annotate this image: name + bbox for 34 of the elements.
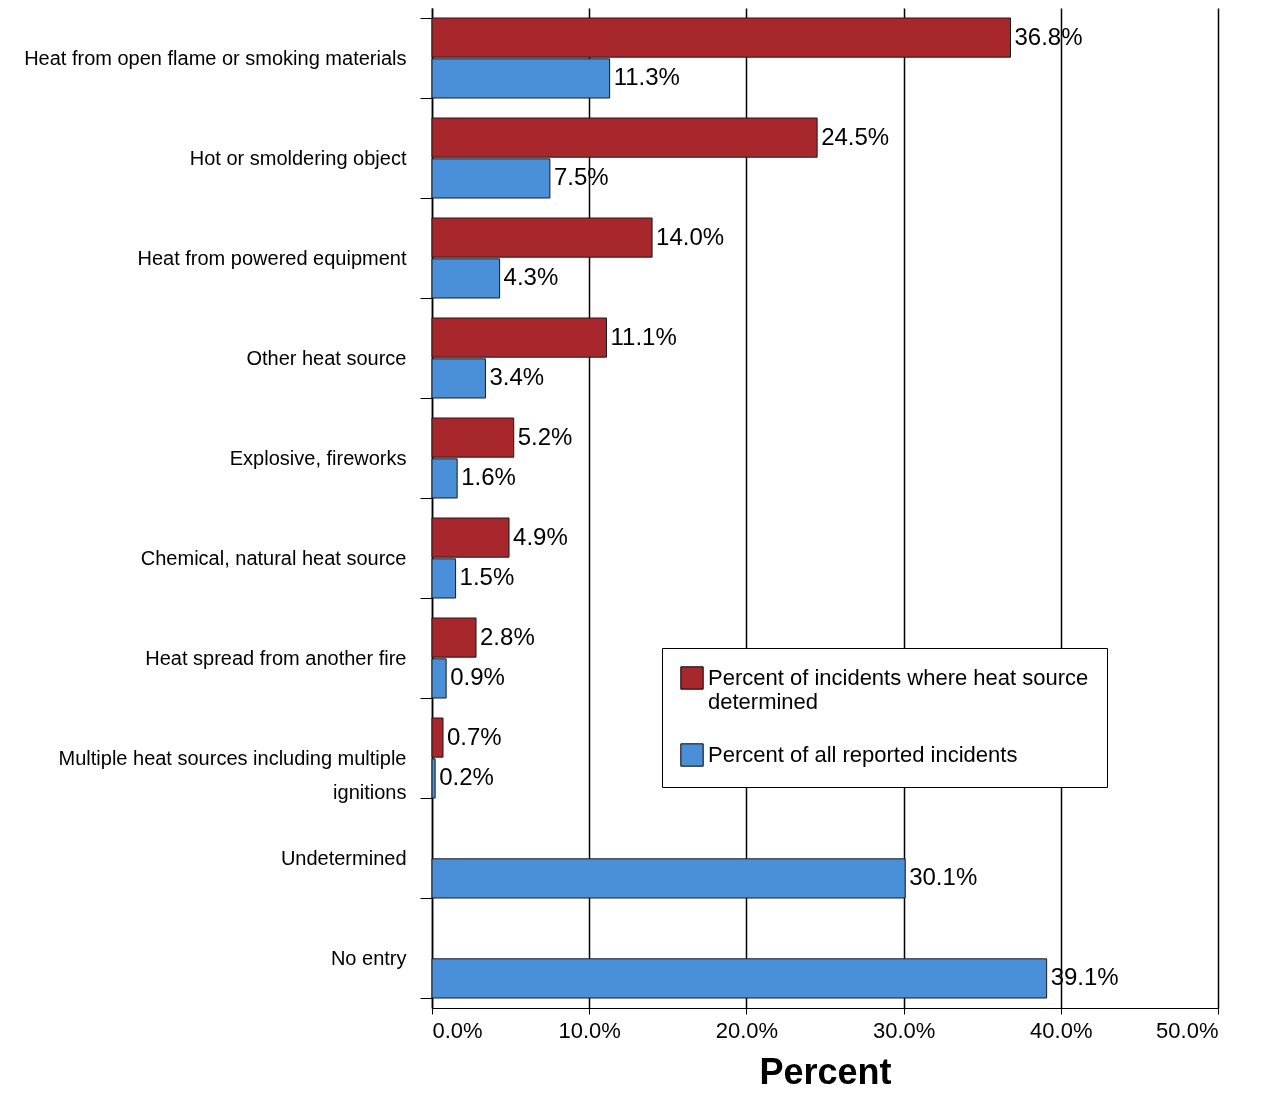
y-tick-label: Heat spread from another fire (145, 646, 407, 669)
y-tick-label: Other heat source (246, 346, 407, 369)
data-label: 30.1% (909, 863, 978, 891)
x-tick-label: 0.0% (432, 1017, 483, 1043)
y-tick-label: Heat from open flame or smoking materials (24, 46, 407, 69)
x-tick-label: 50.0% (1156, 1017, 1219, 1043)
data-label: 5.2% (517, 422, 573, 450)
y-tick-label: Heat from powered equipment (137, 246, 407, 269)
y-tick-label: Chemical, natural heat source (140, 546, 407, 569)
x-tick-label: 20.0% (715, 1017, 779, 1043)
data-label: 2.8% (480, 622, 535, 650)
legend-label: Percent of all reported incidents (708, 742, 1018, 767)
data-label: 4.3% (503, 263, 559, 291)
data-label: 14.0% (656, 222, 725, 250)
data-label: 11.1% (610, 322, 677, 350)
data-label: 24.5% (821, 122, 890, 150)
y-tick-label: Explosive, fireworks (229, 446, 407, 469)
y-tick-label: Hot or smoldering object (189, 146, 407, 169)
data-label: 4.9% (513, 522, 568, 550)
x-tick-label: 30.0% (872, 1017, 936, 1043)
data-label: 1.5% (459, 563, 515, 591)
data-label: 0.9% (450, 663, 505, 691)
data-label: 0.2% (439, 763, 494, 791)
x-axis-title: Percent (759, 1050, 892, 1092)
legend-label: Percent of incidents where heat source determined (708, 665, 1089, 714)
y-tick-label: No entry (330, 946, 407, 969)
x-tick-label: 10.0% (558, 1017, 621, 1043)
y-tick-label: Undetermined (280, 846, 407, 869)
y-tick-label: Multiple heat sources including multiple ignitions (58, 746, 407, 803)
data-label: 11.3% (613, 63, 680, 91)
x-tick-label: 40.0% (1030, 1017, 1093, 1043)
data-label: 0.7% (447, 722, 502, 750)
data-label: 1.6% (461, 463, 516, 491)
data-label: 3.4% (489, 363, 545, 391)
